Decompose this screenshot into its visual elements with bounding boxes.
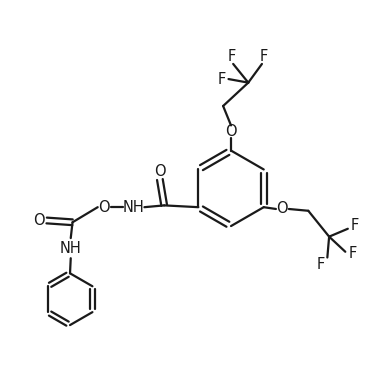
- Text: F: F: [227, 49, 235, 64]
- Text: NH: NH: [123, 200, 145, 215]
- Text: O: O: [225, 124, 237, 139]
- Text: O: O: [277, 201, 288, 217]
- Text: NH: NH: [60, 240, 82, 256]
- Text: F: F: [260, 49, 268, 64]
- Text: F: F: [217, 72, 226, 86]
- Text: O: O: [33, 213, 45, 228]
- Text: F: F: [317, 257, 325, 272]
- Text: O: O: [154, 164, 166, 179]
- Text: F: F: [348, 246, 357, 261]
- Text: F: F: [351, 218, 359, 233]
- Text: O: O: [98, 200, 110, 215]
